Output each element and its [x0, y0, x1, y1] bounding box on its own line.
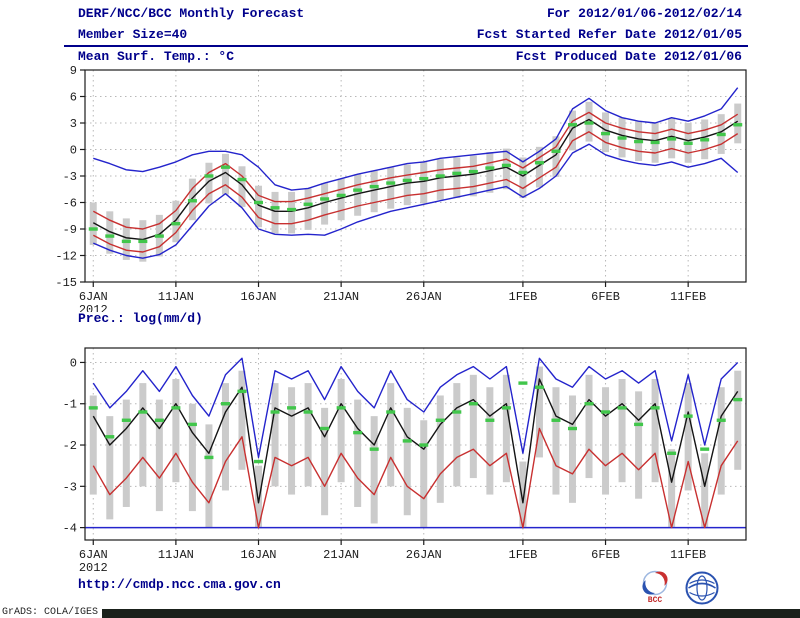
header-divider	[64, 45, 748, 47]
svg-text:26JAN: 26JAN	[406, 548, 442, 562]
svg-text:9: 9	[70, 64, 77, 78]
svg-text:3: 3	[70, 117, 77, 131]
source-url: http://cmdp.ncc.cma.gov.cn	[78, 577, 281, 592]
page-title: DERF/NCC/BCC Monthly Forecast	[78, 6, 305, 21]
svg-text:11FEB: 11FEB	[670, 548, 706, 562]
grads-credit: GrADS: COLA/IGES	[2, 607, 103, 618]
bcc-logo-label: BCC	[647, 596, 663, 605]
svg-text:6JAN: 6JAN	[79, 548, 108, 562]
svg-text:-3: -3	[63, 480, 77, 494]
svg-text:11JAN: 11JAN	[158, 290, 194, 304]
svg-text:21JAN: 21JAN	[323, 548, 359, 562]
produced-date: Fcst Produced Date 2012/01/06	[515, 49, 742, 64]
svg-text:6JAN: 6JAN	[79, 290, 108, 304]
svg-text:16JAN: 16JAN	[241, 290, 277, 304]
refer-date: Fcst Started Refer Date 2012/01/05	[476, 27, 742, 42]
svg-text:-15: -15	[55, 276, 77, 290]
cma-logo	[684, 570, 720, 606]
svg-text:-3: -3	[63, 170, 77, 184]
svg-text:-9: -9	[63, 223, 77, 237]
bcc-logo: BCC	[638, 570, 672, 605]
svg-text:-4: -4	[63, 522, 77, 536]
svg-text:6: 6	[70, 91, 77, 105]
svg-text:0: 0	[70, 356, 77, 370]
svg-text:1FEB: 1FEB	[509, 290, 538, 304]
bottom-bar	[64, 609, 800, 618]
member-size: Member Size=40	[78, 27, 188, 42]
svg-text:2012: 2012	[79, 303, 108, 312]
temperature-panel-label: Mean Surf. Temp.: °C	[78, 49, 235, 64]
precip-panel-label: Prec.: log(mm/d)	[78, 311, 203, 326]
svg-text:26JAN: 26JAN	[406, 290, 442, 304]
svg-text:-12: -12	[55, 250, 77, 264]
bcc-logo-icon	[642, 570, 668, 596]
svg-text:1FEB: 1FEB	[509, 548, 538, 562]
svg-text:2012: 2012	[79, 561, 108, 572]
logo-group: BCC	[638, 570, 720, 606]
cma-logo-icon	[685, 571, 719, 605]
forecast-range: For 2012/01/06-2012/02/14	[546, 6, 742, 21]
svg-text:11FEB: 11FEB	[670, 290, 706, 304]
svg-text:-2: -2	[63, 439, 77, 453]
svg-text:21JAN: 21JAN	[323, 290, 359, 304]
svg-text:11JAN: 11JAN	[158, 548, 194, 562]
svg-text:6FEB: 6FEB	[591, 290, 620, 304]
svg-text:-1: -1	[63, 398, 77, 412]
svg-text:16JAN: 16JAN	[241, 548, 277, 562]
svg-text:0: 0	[70, 144, 77, 158]
svg-text:-6: -6	[63, 197, 77, 211]
svg-text:6FEB: 6FEB	[591, 548, 620, 562]
